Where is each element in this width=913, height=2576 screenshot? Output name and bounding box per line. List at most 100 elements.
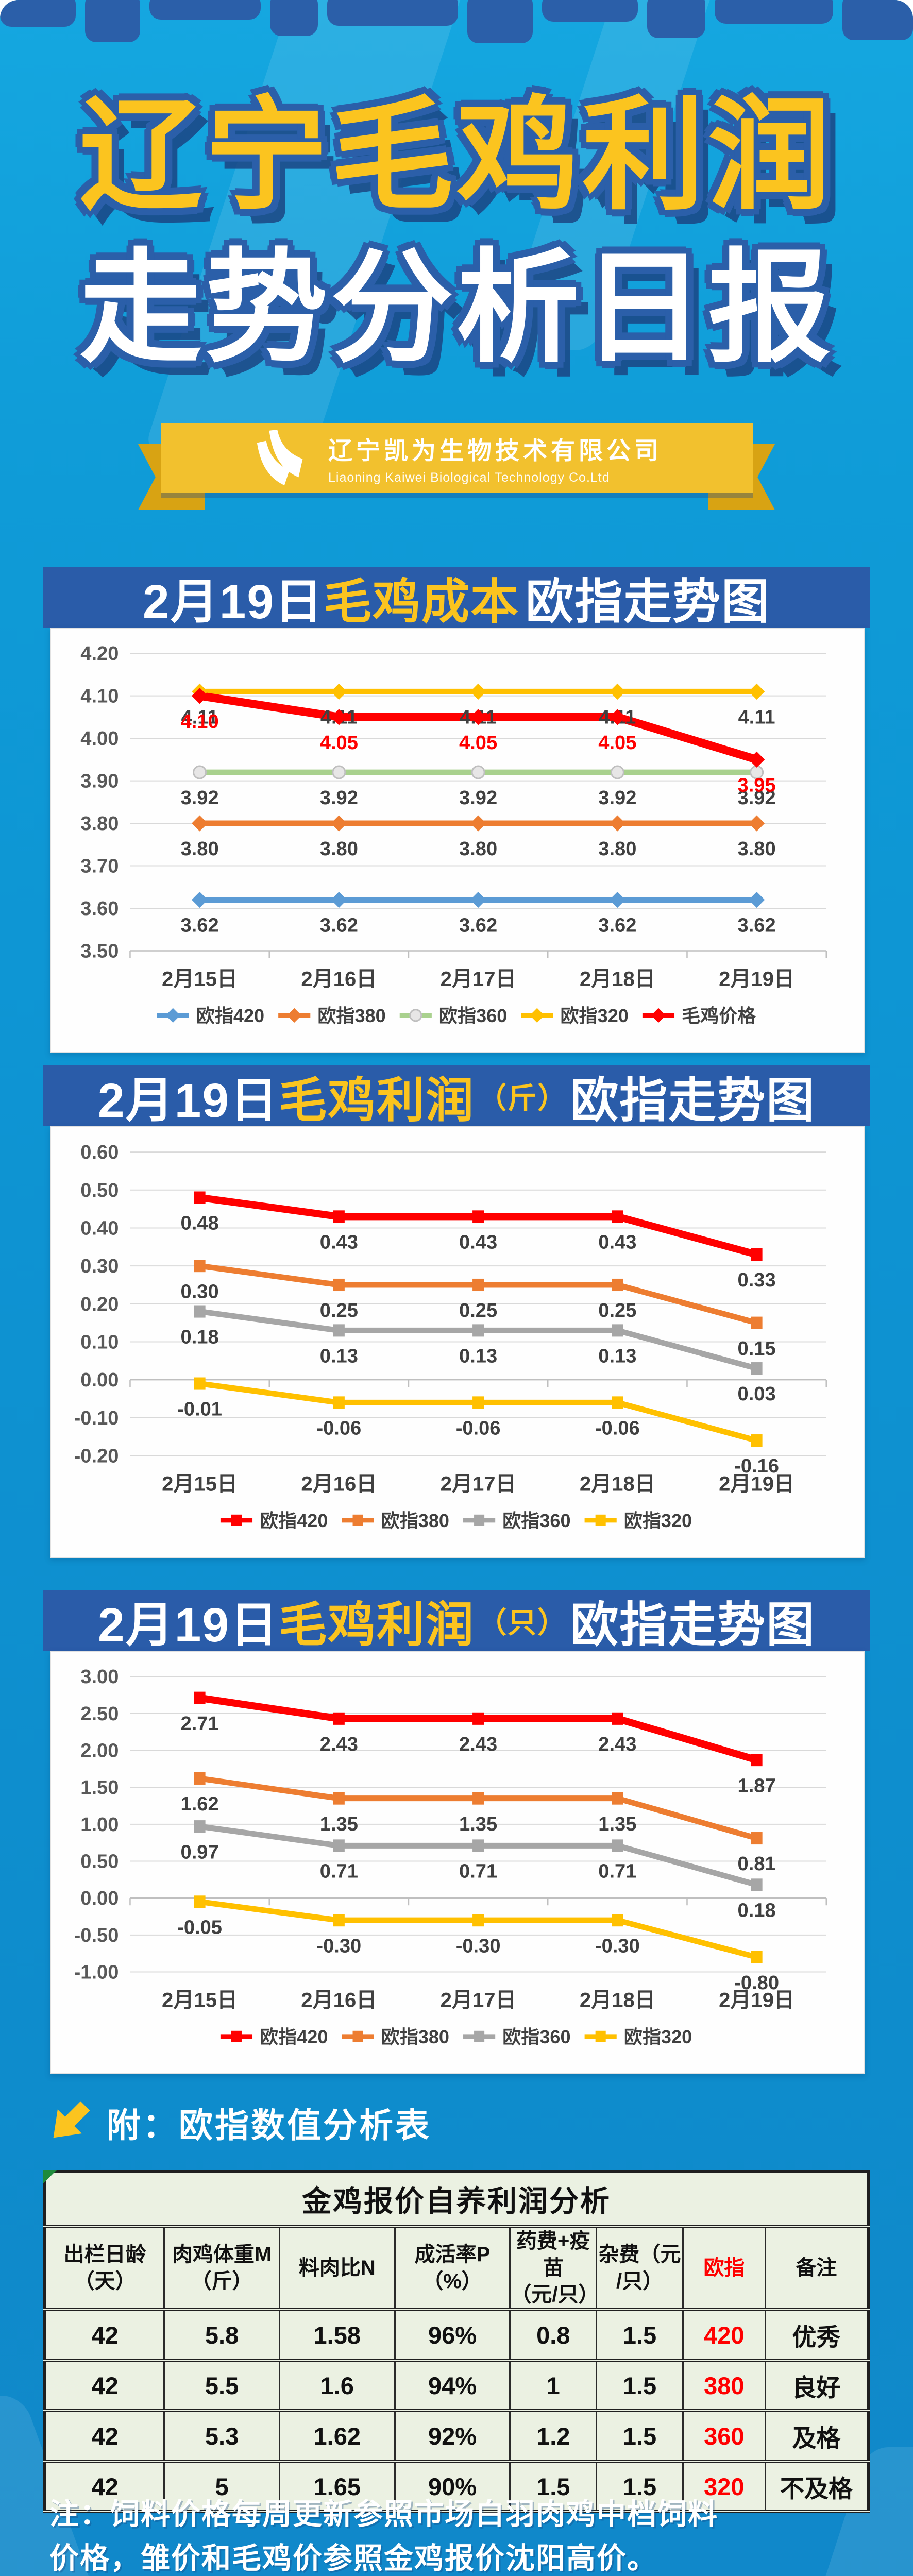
- svg-text:欧指380: 欧指380: [317, 1005, 385, 1026]
- main-title-line2: 走势分析日报: [79, 240, 834, 377]
- svg-text:0.71: 0.71: [459, 1861, 497, 1883]
- table-corner-flag: [43, 2170, 57, 2183]
- svg-text:欧指420: 欧指420: [260, 1510, 328, 1531]
- svg-text:1.35: 1.35: [320, 1814, 358, 1835]
- svg-text:3.70: 3.70: [80, 856, 119, 877]
- section-title-profit-jin: 2月19日 毛鸡利润 （斤） 欧指走势图: [43, 1065, 870, 1127]
- section-title-prefix: 2月19日: [97, 1073, 279, 1127]
- svg-text:0.25: 0.25: [459, 1300, 497, 1321]
- table-cell: 0.8: [509, 2309, 598, 2362]
- svg-text:3.80: 3.80: [459, 838, 497, 860]
- table-cell: 优秀: [764, 2309, 869, 2362]
- svg-text:0.10: 0.10: [80, 1332, 119, 1353]
- svg-text:-0.06: -0.06: [456, 1418, 501, 1439]
- svg-text:4.10: 4.10: [181, 711, 219, 733]
- table-cell: 1.58: [278, 2309, 396, 2362]
- table-row: 42 5 1.65 90% 1.5 1.5 320 不及格: [44, 2460, 869, 2513]
- svg-text:0.18: 0.18: [738, 1900, 776, 1922]
- svg-text:2月17日: 2月17日: [441, 968, 516, 991]
- svg-text:1.00: 1.00: [80, 1814, 119, 1836]
- svg-text:-0.20: -0.20: [74, 1446, 119, 1467]
- svg-text:0.60: 0.60: [80, 1142, 119, 1163]
- svg-text:0.43: 0.43: [320, 1232, 358, 1253]
- table-row: 42 5.8 1.58 96% 0.8 1.5 420 优秀: [44, 2309, 869, 2362]
- table-cell: 1.65: [278, 2460, 396, 2513]
- svg-text:-0.16: -0.16: [734, 1455, 779, 1477]
- svg-text:4.10: 4.10: [80, 686, 119, 707]
- table-cell: 5.8: [163, 2309, 280, 2362]
- svg-text:0.25: 0.25: [320, 1300, 358, 1321]
- svg-text:2.50: 2.50: [80, 1703, 119, 1725]
- svg-text:3.92: 3.92: [320, 787, 358, 809]
- svg-text:2月18日: 2月18日: [580, 968, 655, 991]
- table-cell: 96%: [394, 2309, 511, 2362]
- svg-text:0.71: 0.71: [320, 1861, 358, 1883]
- profit-per-jin-chart: 0.60 0.50 0.40 0.30 0.20 0.10 0.00 -0.10 -0.20 2月…: [51, 1127, 864, 1557]
- cost-chart: 4.20 4.10 4.00 3.90 3.80 3.70 3.60 3.50 2月15日 2月1…: [51, 629, 864, 1052]
- svg-text:4.05: 4.05: [459, 732, 497, 754]
- section-title-suffix: 欧指走势图: [570, 1073, 816, 1127]
- table-cell: 良好: [764, 2359, 869, 2412]
- svg-text:-1.00: -1.00: [74, 1962, 119, 1984]
- table-header-cell: 成活率P （%）: [394, 2225, 511, 2311]
- svg-text:0.18: 0.18: [181, 1327, 219, 1348]
- svg-text:1.62: 1.62: [181, 1793, 219, 1815]
- svg-text:0.43: 0.43: [459, 1232, 497, 1253]
- svg-text:欧指320: 欧指320: [624, 2026, 692, 2047]
- svg-text:3.95: 3.95: [738, 774, 776, 796]
- svg-text:4.00: 4.00: [80, 728, 119, 750]
- chart-panel-profit-bird: 3.00 2.50 2.00 1.50 1.00 0.50 0.00 -0.50 -1.00 2月…: [50, 1651, 865, 2074]
- table-cell: 1.5: [596, 2410, 684, 2463]
- table-cell: 5.5: [163, 2359, 280, 2412]
- table-cell: 1.5: [596, 2460, 684, 2513]
- svg-text:欧指380: 欧指380: [381, 2026, 449, 2047]
- company-name-en: Liaoning Kaiwei Biological Technology Co…: [328, 470, 610, 485]
- section-title-highlight: 毛鸡利润: [279, 1073, 475, 1127]
- svg-text:3.80: 3.80: [80, 813, 119, 835]
- svg-text:2月19日: 2月19日: [719, 1473, 794, 1496]
- profit-table: 金鸡报价自养利润分析 出栏日龄 （天） 肉鸡体重M （斤） 料肉比N 成活率P （%）药…: [43, 2170, 870, 2513]
- section-title-profit-bird: 2月19日 毛鸡利润 （只） 欧指走势图: [43, 1590, 870, 1652]
- note-line: 注：饲料价格每周更新参照市场白羽肉鸡中档饲料: [49, 2498, 718, 2531]
- chart-panel-profit-jin: 0.60 0.50 0.40 0.30 0.20 0.10 0.00 -0.10 -0.20 2月…: [50, 1126, 865, 1558]
- note-text: 注：饲料价格每周更新参照市场白羽肉鸡中档饲料 价格，雏价和毛鸡价参照金鸡报价沈阳…: [49, 2493, 884, 2576]
- svg-text:2月15日: 2月15日: [162, 1989, 238, 2012]
- svg-text:4.05: 4.05: [320, 732, 358, 754]
- analysis-heading: 附：欧指数值分析表: [44, 2098, 431, 2147]
- svg-text:欧指320: 欧指320: [560, 1005, 628, 1026]
- table-cell: 380: [682, 2359, 766, 2412]
- svg-text:4.05: 4.05: [598, 732, 636, 754]
- section-title-unit: （斤）: [478, 1081, 568, 1114]
- svg-text:0.20: 0.20: [80, 1294, 119, 1315]
- svg-text:3.80: 3.80: [738, 838, 776, 860]
- table-cell: 1.5: [596, 2309, 684, 2362]
- svg-text:3.62: 3.62: [738, 915, 776, 937]
- svg-text:3.80: 3.80: [181, 838, 219, 860]
- top-decoration: [0, 0, 913, 43]
- arrow-down-right-icon: [53, 2101, 90, 2138]
- table-cell: 1.6: [278, 2359, 396, 2412]
- table-cell: 360: [682, 2410, 766, 2463]
- table-header-cell: 欧指: [682, 2225, 766, 2311]
- svg-text:1.50: 1.50: [80, 1777, 119, 1799]
- section-title-highlight: 毛鸡成本: [324, 574, 520, 629]
- svg-text:2.00: 2.00: [80, 1740, 119, 1762]
- svg-text:-0.10: -0.10: [74, 1408, 119, 1429]
- svg-text:0.25: 0.25: [598, 1300, 636, 1321]
- table-cell: 90%: [394, 2460, 511, 2513]
- svg-text:3.00: 3.00: [80, 1666, 119, 1688]
- svg-text:0.30: 0.30: [181, 1281, 219, 1302]
- svg-text:3.50: 3.50: [80, 941, 119, 962]
- svg-text:2月18日: 2月18日: [580, 1473, 655, 1496]
- light-streak: [143, 0, 470, 453]
- svg-text:2.71: 2.71: [181, 1713, 219, 1735]
- table-cell: 320: [682, 2460, 766, 2513]
- svg-text:0.13: 0.13: [598, 1346, 636, 1367]
- svg-text:4.20: 4.20: [80, 643, 119, 665]
- svg-text:2月17日: 2月17日: [441, 1473, 516, 1496]
- table-cell: 1: [509, 2359, 598, 2412]
- table-cell: 1.5: [596, 2359, 684, 2412]
- section-title-prefix: 2月19日: [97, 1598, 279, 1652]
- svg-text:3.62: 3.62: [181, 915, 219, 937]
- svg-text:欧指360: 欧指360: [439, 1005, 507, 1026]
